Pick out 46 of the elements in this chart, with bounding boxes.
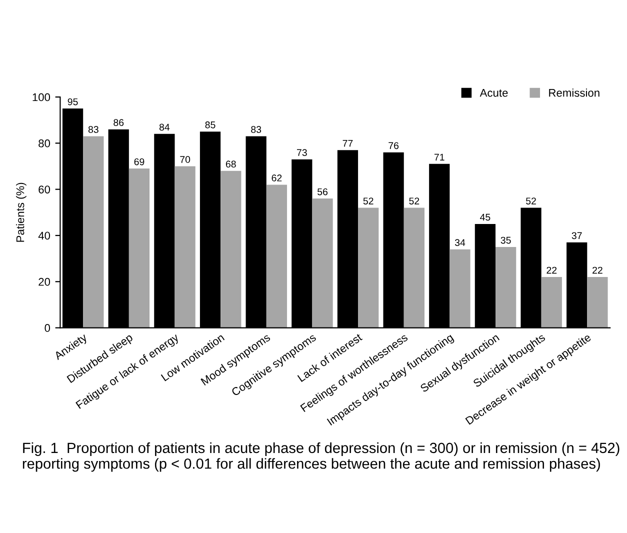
data-label: 68 (226, 160, 236, 168)
y-tick-label: 60 (38, 186, 50, 194)
y-tick-label: 20 (38, 278, 50, 286)
data-label: 95 (68, 98, 78, 106)
data-label: 76 (388, 142, 399, 150)
data-label: 85 (205, 121, 216, 128)
data-label: 84 (159, 124, 170, 131)
bar (404, 208, 424, 328)
data-label: 86 (114, 119, 124, 126)
bar (128, 168, 150, 328)
bar (174, 166, 196, 328)
data-label: 45 (480, 214, 490, 221)
bar (541, 277, 562, 328)
bar (266, 184, 288, 328)
data-label: 56 (318, 188, 328, 196)
data-label: 35 (500, 236, 511, 244)
legend-label: Remission (549, 88, 600, 97)
data-label: 70 (180, 156, 190, 163)
bar (312, 198, 333, 328)
data-label: 83 (88, 126, 98, 133)
data-label: 69 (134, 158, 144, 166)
y-tick-label: 80 (38, 139, 50, 148)
data-label: 52 (526, 198, 536, 204)
data-label: 62 (272, 174, 282, 182)
bar (496, 247, 516, 328)
bar (450, 249, 470, 328)
data-label: 37 (572, 232, 582, 240)
data-label: 52 (409, 198, 420, 204)
legend-label: Acute (480, 89, 508, 97)
y-tick-label: 0 (44, 324, 50, 332)
data-label: 83 (251, 126, 262, 133)
caption: Fig. 1 Proportion of patients in acute phase of depression (n = 300) or in remission (n = 452) reporting symptoms (p < 0.01 for all differences between the acute and remission phases) (22, 442, 620, 472)
bar (587, 277, 608, 328)
data-label: 71 (434, 154, 444, 161)
data-label: 77 (342, 140, 353, 147)
bar (358, 208, 379, 328)
data-label: 22 (592, 266, 602, 274)
y-tick-label: 40 (38, 232, 50, 240)
data-label: 34 (454, 239, 466, 246)
y-tick-label: 100 (32, 93, 50, 102)
y-axis-title: Patients (%) (16, 182, 26, 242)
data-label: 22 (546, 266, 557, 274)
data-label: 52 (363, 198, 374, 204)
bar (83, 136, 104, 328)
data-label: 73 (297, 149, 307, 156)
bar (220, 170, 242, 328)
